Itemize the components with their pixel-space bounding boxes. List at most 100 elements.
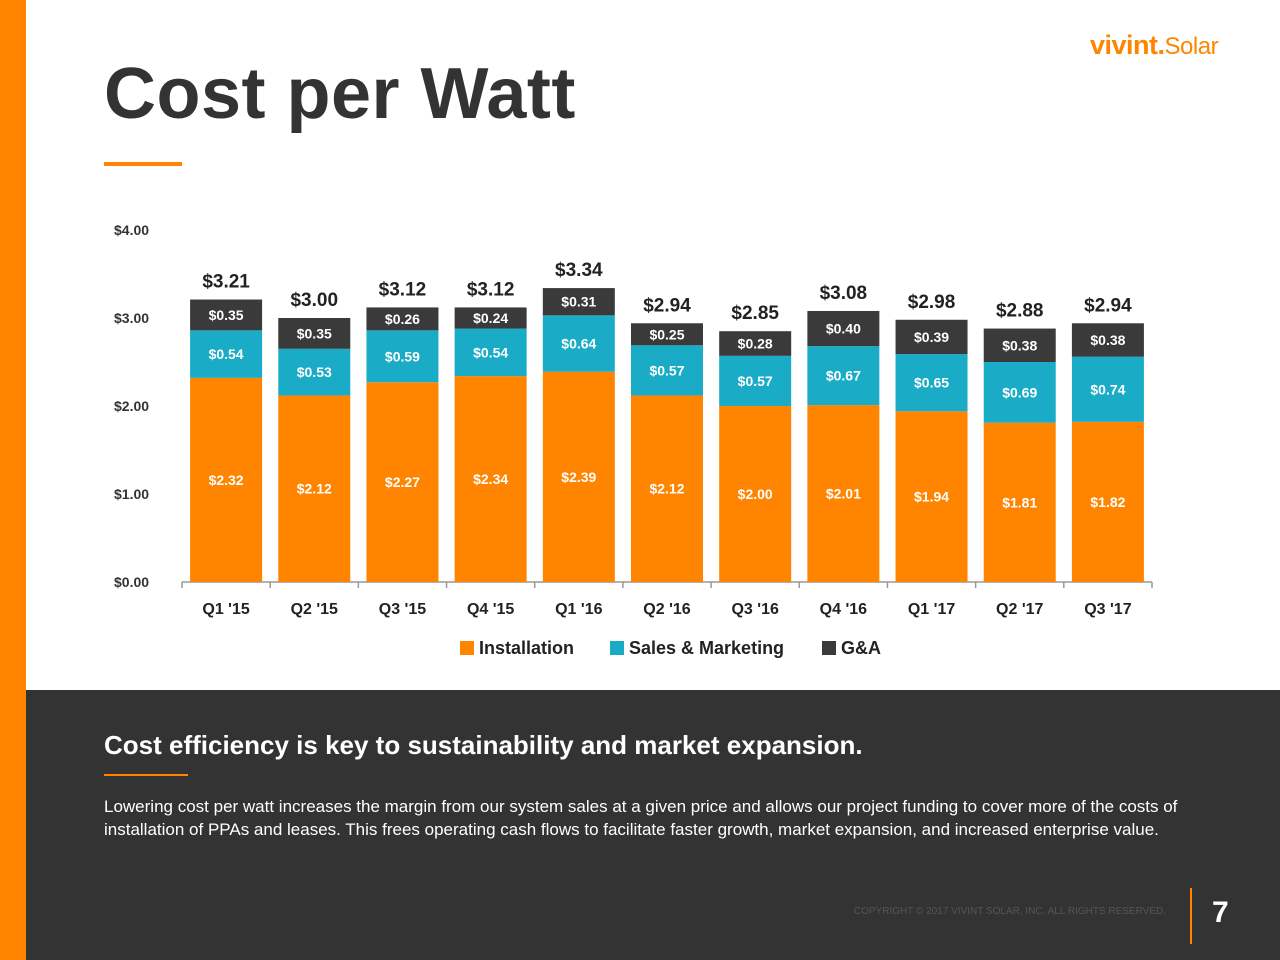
data-label: $2.12: [297, 481, 332, 497]
data-label: $0.69: [1002, 384, 1037, 400]
legend-swatch: [610, 641, 624, 655]
data-label: $0.54: [209, 346, 244, 362]
data-label: $0.64: [561, 336, 596, 352]
data-label: $2.27: [385, 474, 420, 490]
total-label: $3.08: [820, 283, 868, 304]
data-label: $0.38: [1002, 337, 1037, 353]
bar-segment: [983, 422, 1056, 582]
logo-dot: .: [1157, 30, 1166, 60]
logo-wordmark-light: Solar: [1164, 33, 1219, 60]
bar-segment: [454, 307, 527, 329]
data-label: $2.34: [473, 471, 508, 487]
data-label: $0.59: [385, 348, 420, 364]
bar-segment: [895, 319, 968, 355]
data-label: $0.57: [649, 362, 684, 378]
bar-segment: [454, 376, 527, 582]
x-tick-label: Q3 '16: [731, 601, 778, 618]
data-label: $2.00: [738, 486, 773, 502]
page-number-divider: [1190, 888, 1192, 944]
data-label: $2.39: [561, 469, 596, 485]
total-label: $2.88: [996, 301, 1044, 322]
x-tick-label: Q2 '17: [996, 601, 1043, 618]
bar-segment: [190, 330, 263, 378]
legend-label: Sales & Marketing: [629, 638, 784, 658]
bar-segment: [542, 371, 615, 582]
bar-segment: [278, 348, 351, 396]
data-label: $0.24: [473, 310, 508, 326]
data-label: $0.31: [561, 294, 596, 310]
y-tick-label: $2.00: [114, 398, 149, 414]
page-number: 7: [1212, 896, 1229, 929]
total-label: $3.12: [379, 279, 427, 300]
data-label: $1.81: [1002, 494, 1037, 510]
summary-panel: Cost efficiency is key to sustainability…: [26, 690, 1280, 960]
total-label: $2.94: [1084, 295, 1132, 316]
data-label: $2.32: [209, 472, 244, 488]
bar-segment: [366, 382, 439, 582]
data-label: $2.12: [649, 481, 684, 497]
bar-segment: [719, 406, 792, 582]
bar-segment: [190, 299, 263, 331]
data-label: $0.74: [1090, 381, 1125, 397]
x-tick-label: Q1 '15: [202, 601, 249, 618]
legend-swatch: [460, 641, 474, 655]
bar-segment: [719, 355, 792, 406]
total-label: $3.00: [290, 290, 338, 311]
data-label: $0.38: [1090, 332, 1125, 348]
bar-segment: [278, 318, 351, 349]
data-label: $0.39: [914, 329, 949, 345]
vivint-solar-logo: vivint.Solar: [1090, 30, 1219, 61]
data-label: $0.57: [738, 373, 773, 389]
page-title: Cost per Watt: [104, 54, 576, 134]
y-tick-label: $4.00: [114, 222, 149, 238]
bar-segment: [895, 411, 968, 582]
bar-segment: [631, 323, 703, 346]
x-tick-label: Q2 '16: [643, 601, 690, 618]
x-tick-label: Q3 '15: [379, 601, 426, 618]
total-label: $3.21: [202, 272, 250, 293]
bar-segment: [631, 395, 703, 582]
bar-segment: [807, 310, 880, 347]
cost-per-watt-chart: $0.00 $1.00 $2.00 $3.00 $4.00 $2.32 $0.54 $0.35…: [114, 222, 1153, 658]
bar-segment: [983, 328, 1056, 362]
bar-segment: [1071, 323, 1144, 357]
bar-segment: [895, 354, 968, 412]
x-tick-label: Q1 '16: [555, 601, 602, 618]
total-label: $2.85: [731, 303, 779, 324]
total-label: $3.12: [467, 279, 515, 300]
data-label: $0.35: [297, 325, 332, 341]
data-label: $0.65: [914, 375, 949, 391]
summary-headline: Cost efficiency is key to sustainability…: [104, 730, 863, 760]
bar-segment: [1071, 421, 1144, 582]
bar-segment: [366, 307, 439, 331]
x-tick-label: Q1 '17: [908, 601, 955, 618]
bar-segment: [454, 328, 527, 377]
data-label: $2.01: [826, 486, 861, 502]
data-label: $0.40: [826, 321, 861, 337]
data-label: $0.25: [649, 326, 684, 342]
bar-segment: [807, 405, 880, 582]
data-label: $1.94: [914, 489, 949, 505]
bar-segment: [278, 395, 351, 582]
legend-swatch: [822, 641, 836, 655]
x-tick-label: Q4 '16: [820, 601, 867, 618]
bar-segment: [542, 288, 615, 316]
bar-segment: [190, 377, 263, 582]
copyright-notice: COPYRIGHT © 2017 VIVINT SOLAR, INC. ALL …: [853, 906, 1166, 917]
legend-label: Installation: [479, 638, 574, 658]
bar-segment: [983, 362, 1056, 423]
bar-segment: [719, 331, 792, 356]
summary-body: Lowering cost per watt increases the mar…: [104, 797, 1178, 839]
left-accent-bar: [0, 0, 26, 960]
x-tick-label: Q2 '15: [291, 601, 338, 618]
data-label: $0.35: [209, 307, 244, 323]
data-label: $0.53: [297, 364, 332, 380]
total-label: $2.94: [643, 295, 691, 316]
bar-segment: [807, 346, 880, 406]
data-label: $0.28: [738, 336, 773, 352]
data-label: $0.54: [473, 344, 508, 360]
bar-segment: [631, 345, 703, 396]
title-underline: [104, 162, 182, 166]
x-tick-label: Q4 '15: [467, 601, 514, 618]
logo-wordmark-bold: vivint: [1090, 30, 1158, 60]
